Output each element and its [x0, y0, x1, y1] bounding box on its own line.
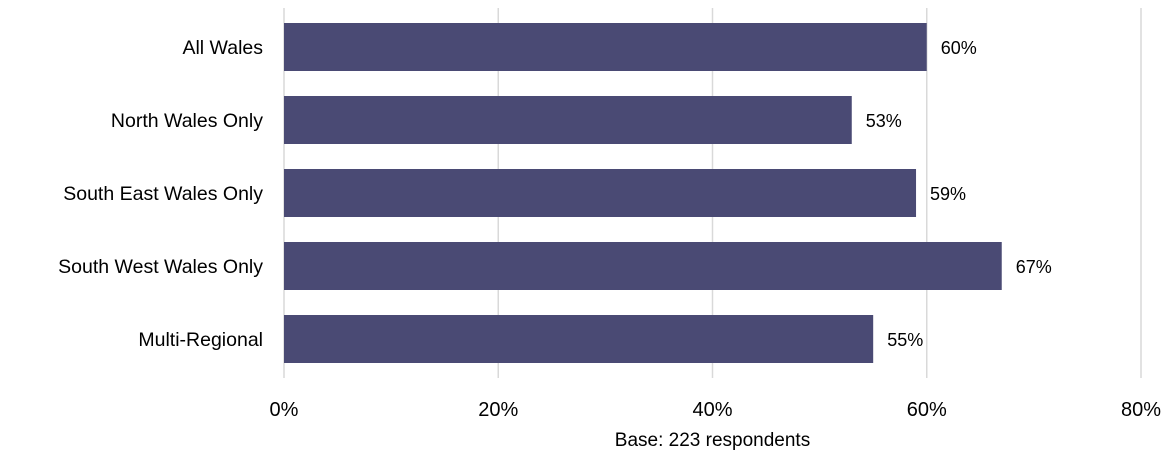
- data-label: 60%: [941, 38, 977, 58]
- data-label: 67%: [1016, 257, 1052, 277]
- category-labels: All Wales North Wales Only South East Wale…: [58, 37, 263, 351]
- category-label: South West Wales Only: [58, 256, 263, 278]
- category-label: South East Wales Only: [63, 183, 263, 205]
- category-label: All Wales: [182, 37, 263, 59]
- category-label: Multi-Regional: [138, 329, 263, 351]
- data-label: 53%: [866, 111, 902, 131]
- category-label: North Wales Only: [111, 110, 263, 132]
- data-label: 55%: [887, 330, 923, 350]
- x-tick-labels: 0% 20% 40% 60% 80%: [270, 399, 1162, 421]
- bar: [284, 23, 927, 71]
- data-label: 59%: [930, 184, 966, 204]
- x-axis-label: Base: 223 respondents: [615, 430, 810, 451]
- bar: [284, 315, 874, 363]
- bar: [284, 96, 852, 144]
- x-tick-label: 60%: [907, 399, 947, 421]
- bar: [284, 169, 917, 217]
- bar: [284, 242, 1002, 290]
- x-tick-label: 20%: [478, 399, 518, 421]
- x-tick-label: 0%: [270, 399, 299, 421]
- bars: [284, 23, 1002, 363]
- x-tick-label: 40%: [692, 399, 732, 421]
- data-labels: 60% 53% 59% 67% 55%: [866, 38, 1052, 350]
- x-tick-label: 80%: [1121, 399, 1161, 421]
